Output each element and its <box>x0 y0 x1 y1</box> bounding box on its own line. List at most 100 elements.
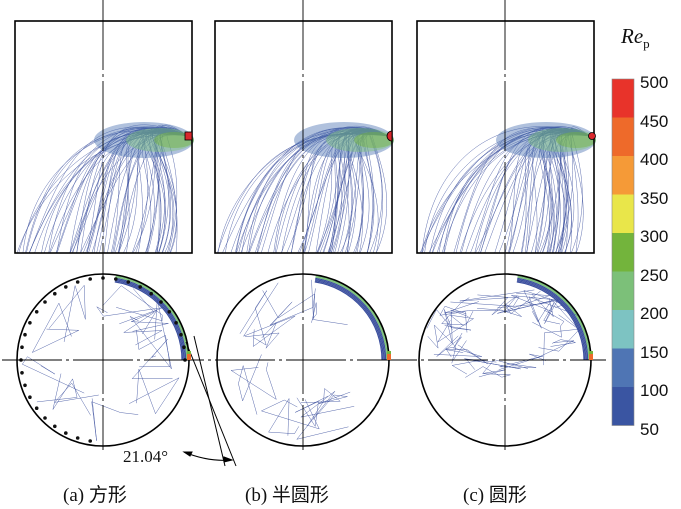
wall-trajectory <box>517 276 590 361</box>
trajectory-line <box>129 299 172 370</box>
trajectory-line <box>296 391 355 440</box>
trajectory-line <box>571 126 591 254</box>
measurement-dot <box>75 280 80 284</box>
wall-trajectory <box>115 275 189 361</box>
legend-bar-outline <box>611 78 635 426</box>
legend-swatch <box>612 117 634 156</box>
trajectory-line <box>147 126 189 254</box>
trajectory-line <box>445 344 488 365</box>
arrowhead-right <box>223 456 234 463</box>
measurement-dot <box>114 277 118 281</box>
trajectory-line <box>451 340 480 375</box>
legend-title: Rep <box>621 24 650 52</box>
measurement-dot <box>126 280 131 284</box>
wall-trajectory <box>314 281 383 361</box>
trajectory-line <box>249 126 389 254</box>
trajectory-line <box>501 291 541 317</box>
trajectory-line <box>550 129 591 254</box>
trajectory-line <box>521 131 591 254</box>
measurement-points <box>19 276 187 443</box>
legend-tick: 50 <box>640 420 659 439</box>
trajectory-line <box>498 355 544 370</box>
trajectory-line <box>532 309 565 338</box>
trajectory-line <box>91 398 139 441</box>
trajectory-line <box>531 299 579 330</box>
trajectory-line <box>429 132 591 254</box>
trajectory-line <box>93 130 189 254</box>
wall-trajectory <box>516 281 585 361</box>
legend-tick: 450 <box>640 112 669 131</box>
velocity-zone <box>154 132 194 148</box>
legend-tick: 250 <box>640 266 669 285</box>
inlet-top-red <box>387 354 391 360</box>
trajectory-line <box>444 301 503 314</box>
measurement-dot <box>159 300 163 304</box>
inlet-top-red <box>589 354 593 360</box>
measurement-dot <box>28 395 32 400</box>
trajectory-line <box>477 294 518 316</box>
trajectory-line <box>128 369 180 415</box>
measurement-dot <box>88 277 92 281</box>
trajectory-line <box>269 288 316 326</box>
trajectory-line <box>217 129 389 254</box>
measurement-dot <box>28 321 32 325</box>
side-trajectories-b <box>217 122 394 254</box>
trajectory-line <box>344 133 389 254</box>
trajectory-line <box>509 126 591 254</box>
measurement-dot <box>20 345 24 350</box>
legend-swatch <box>612 271 634 310</box>
inlet-square <box>184 131 193 141</box>
trajectory-line <box>96 306 164 325</box>
trajectory-line <box>426 309 472 331</box>
measurement-dot <box>167 310 172 314</box>
trajectory-line <box>436 332 463 357</box>
legend-swatch <box>612 233 634 272</box>
legend-swatch <box>612 194 634 233</box>
trajectory-line <box>480 127 591 254</box>
trajectory-line <box>102 285 163 322</box>
trajectory-line <box>529 340 575 361</box>
wall-trajectory <box>516 280 586 361</box>
caption-a: (a) 方形 <box>63 485 127 506</box>
trajectory-line <box>313 391 351 420</box>
velocity-zone <box>556 132 596 148</box>
wall-trajectory <box>314 280 384 361</box>
trajectory-line <box>154 125 189 254</box>
trajectory-line <box>49 131 189 254</box>
trajectory-line <box>114 132 189 254</box>
trajectory-line <box>470 131 591 254</box>
wall-trajectory <box>517 275 591 361</box>
trajectory-line <box>246 133 389 254</box>
measurement-dot <box>88 439 92 443</box>
trajectory-line <box>362 128 389 254</box>
wall-trajectory <box>517 277 589 361</box>
legend-tick: 500 <box>640 73 669 92</box>
trajectory-line <box>230 127 389 254</box>
measurement-dot <box>23 383 27 388</box>
wall-trajectory <box>315 277 387 361</box>
measurement-dot <box>43 300 47 304</box>
trajectory-line <box>548 132 591 254</box>
trajectory-line <box>444 309 469 344</box>
velocity-zone <box>326 128 394 152</box>
measurement-dot <box>53 424 57 429</box>
trajectory-line <box>538 328 581 366</box>
caption-b: (b) 半圆形 <box>245 485 329 506</box>
velocity-zone <box>528 128 596 152</box>
legend-tick: 350 <box>640 189 669 208</box>
trajectory-line <box>433 347 482 358</box>
trajectory-line <box>242 282 296 348</box>
color-legend <box>611 78 635 426</box>
trajectory-line <box>295 395 329 428</box>
trajectory-line <box>131 310 169 335</box>
legend-tick: 100 <box>640 381 669 400</box>
trajectory-line <box>365 131 389 254</box>
legend-swatch <box>612 387 634 426</box>
wall-trajectory <box>114 280 184 361</box>
wall-trajectory <box>517 278 587 361</box>
measurement-dot <box>138 285 142 289</box>
angle-label: 21.04° <box>121 447 171 467</box>
velocity-zone <box>496 122 596 158</box>
velocity-zone <box>94 122 194 158</box>
trajectory-line <box>48 126 189 254</box>
